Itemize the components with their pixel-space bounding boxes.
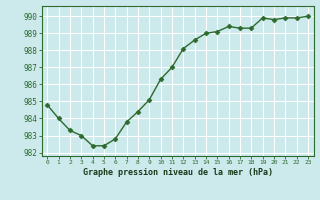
X-axis label: Graphe pression niveau de la mer (hPa): Graphe pression niveau de la mer (hPa) xyxy=(83,168,273,177)
